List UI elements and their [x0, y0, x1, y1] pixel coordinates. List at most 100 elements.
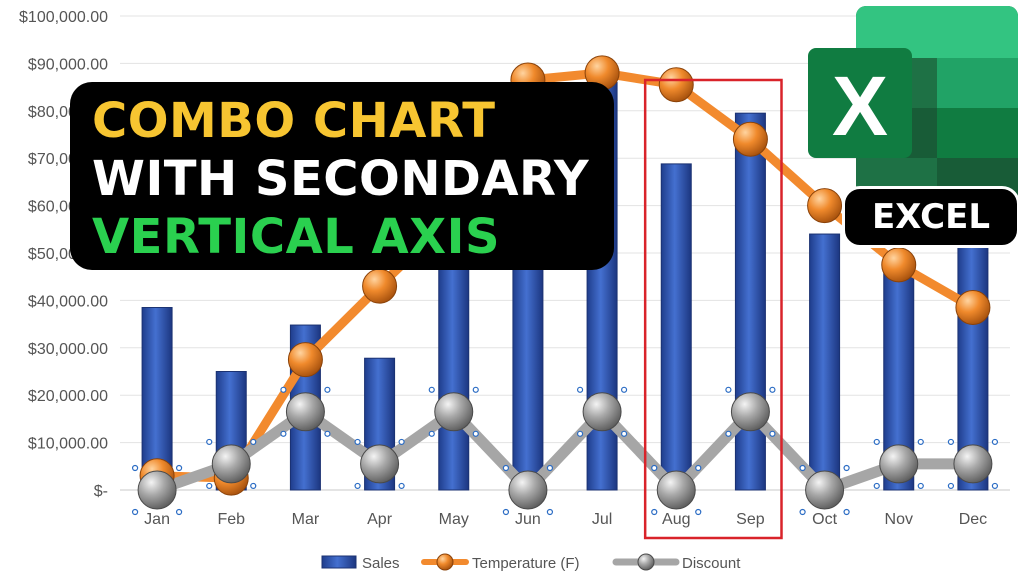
selection-handle	[472, 430, 479, 437]
selection-handle	[695, 508, 702, 516]
y-tick-label: $-	[94, 483, 108, 500]
discount-marker	[434, 392, 474, 432]
title-banner: COMBO CHART WITH SECONDARY VERTICAL AXIS	[70, 82, 614, 270]
temperature-marker	[881, 247, 917, 283]
discount-marker	[211, 444, 251, 484]
selection-handle	[873, 438, 880, 446]
x-tick-label: Jan	[144, 511, 170, 528]
discount-marker	[879, 444, 919, 484]
legend-marker-discount	[637, 553, 655, 571]
y-tick-label: $40,000.00	[28, 293, 108, 310]
selection-handle	[799, 464, 806, 472]
selection-handle	[131, 464, 139, 472]
excel-logo-letter: X	[832, 59, 888, 153]
discount-marker	[656, 470, 696, 510]
selection-handle	[250, 482, 257, 490]
selection-handle	[280, 430, 287, 437]
temperature-marker	[287, 342, 323, 378]
x-tick-label: Aug	[662, 511, 690, 528]
sales-bar	[734, 112, 766, 491]
sales-bar	[809, 233, 841, 491]
discount-marker	[508, 470, 548, 510]
selection-handle	[725, 430, 732, 437]
selection-handle	[620, 386, 628, 393]
selection-handle	[695, 464, 702, 472]
selection-handle	[947, 482, 955, 490]
x-tick-label: Mar	[292, 511, 320, 528]
line-series	[131, 55, 999, 516]
selection-handle	[873, 482, 880, 490]
discount-marker	[360, 444, 400, 484]
discount-marker	[730, 392, 770, 432]
selection-handle	[991, 438, 999, 446]
selection-handle	[576, 386, 584, 393]
selection-handle	[917, 438, 924, 446]
selection-handle	[250, 438, 257, 446]
highlight-rectangle	[643, 78, 783, 540]
selection-handle	[546, 508, 554, 516]
sales-bar	[660, 163, 692, 491]
legend-marker-temperature	[436, 553, 454, 571]
x-tick-label: May	[439, 511, 469, 528]
selection-handle	[725, 386, 732, 393]
y-tick-label: $30,000.00	[28, 341, 108, 358]
selection-handle	[843, 508, 850, 516]
selection-handle	[576, 430, 584, 437]
title-line-1: COMBO CHART	[92, 93, 496, 149]
discount-marker	[953, 444, 993, 484]
selection-handle	[175, 464, 183, 472]
temperature-marker	[732, 121, 768, 157]
sales-bar	[438, 261, 470, 491]
selection-handle	[280, 386, 287, 393]
selection-handle	[354, 438, 361, 446]
legend: Sales Temperature (F) Discount	[321, 553, 741, 572]
y-tick-label: $100,000.00	[19, 9, 108, 26]
legend-swatch-sales	[321, 555, 357, 569]
y-tick-label: $10,000.00	[28, 436, 108, 453]
x-axis-ticks: Jan Feb Mar Apr May Jun Jul Aug Sep Oct Nov Dec	[144, 511, 987, 528]
temperature-marker	[362, 268, 398, 304]
highlight-box	[643, 78, 783, 540]
x-tick-label: Oct	[812, 511, 837, 528]
selection-handle	[398, 482, 405, 490]
x-tick-label: Sep	[736, 511, 765, 528]
selection-handle	[428, 430, 435, 437]
selection-handle	[472, 386, 479, 393]
selection-handle	[354, 482, 361, 490]
selection-handle	[843, 464, 850, 472]
title-line-3: VERTICAL AXIS	[92, 209, 501, 265]
selection-handle	[206, 482, 213, 490]
temperature-marker	[955, 290, 991, 326]
title-line-2: WITH SECONDARY	[92, 151, 590, 207]
selection-handle	[324, 386, 331, 393]
discount-marker	[805, 470, 845, 510]
selection-handle	[651, 508, 658, 516]
sales-bar	[512, 243, 544, 491]
selection-handle	[769, 386, 776, 393]
selection-handle	[175, 508, 183, 516]
temperature-marker	[807, 188, 843, 224]
x-tick-label: Feb	[217, 511, 245, 528]
selection-handle	[398, 438, 405, 446]
discount-line	[151, 406, 979, 496]
selection-handle	[620, 430, 628, 437]
y-tick-label: $90,000.00	[28, 56, 108, 73]
legend-label-temperature: Temperature (F)	[472, 555, 580, 572]
excel-badge: EXCEL	[842, 186, 1020, 248]
discount-marker	[285, 392, 325, 432]
x-tick-label: Nov	[885, 511, 913, 528]
selection-handle	[502, 464, 510, 472]
selection-handle	[546, 464, 554, 472]
selection-handle	[991, 482, 999, 490]
x-tick-label: Jun	[515, 511, 541, 528]
selection-handle	[947, 438, 955, 446]
legend-label-discount: Discount	[682, 555, 741, 572]
temperature-marker	[658, 67, 694, 103]
discount-marker	[582, 392, 622, 432]
y-tick-label: $20,000.00	[28, 388, 108, 405]
x-tick-label: Apr	[367, 511, 393, 528]
discount-marker	[137, 470, 177, 510]
legend-label-sales: Sales	[362, 555, 400, 572]
selection-handle	[428, 386, 435, 393]
selection-handle	[324, 430, 331, 437]
